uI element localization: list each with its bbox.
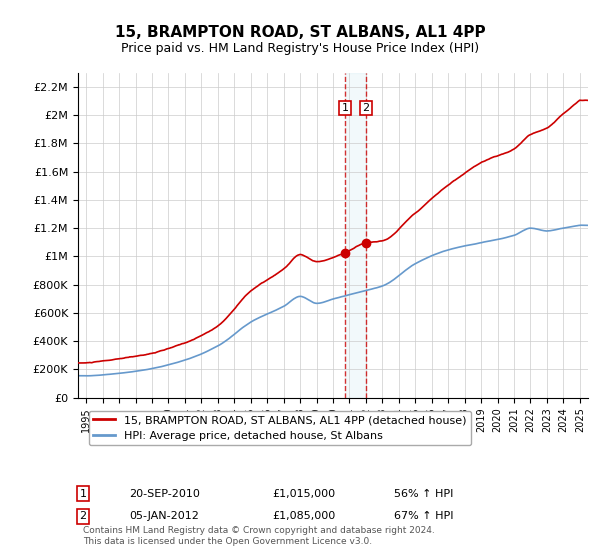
Text: Contains HM Land Registry data © Crown copyright and database right 2024.
This d: Contains HM Land Registry data © Crown c… bbox=[83, 526, 435, 545]
Legend: 15, BRAMPTON ROAD, ST ALBANS, AL1 4PP (detached house), HPI: Average price, deta: 15, BRAMPTON ROAD, ST ALBANS, AL1 4PP (d… bbox=[89, 411, 471, 445]
Text: 05-JAN-2012: 05-JAN-2012 bbox=[129, 511, 199, 521]
Text: 56% ↑ HPI: 56% ↑ HPI bbox=[394, 488, 454, 498]
Text: 2: 2 bbox=[80, 511, 86, 521]
Text: 15, BRAMPTON ROAD, ST ALBANS, AL1 4PP: 15, BRAMPTON ROAD, ST ALBANS, AL1 4PP bbox=[115, 25, 485, 40]
Text: 1: 1 bbox=[341, 103, 349, 113]
Text: 2: 2 bbox=[362, 103, 370, 113]
Text: £1,015,000: £1,015,000 bbox=[272, 488, 335, 498]
Text: 1: 1 bbox=[80, 488, 86, 498]
Text: 67% ↑ HPI: 67% ↑ HPI bbox=[394, 511, 454, 521]
Text: Price paid vs. HM Land Registry's House Price Index (HPI): Price paid vs. HM Land Registry's House … bbox=[121, 42, 479, 55]
Text: 20-SEP-2010: 20-SEP-2010 bbox=[129, 488, 200, 498]
Bar bbox=[345, 73, 366, 398]
Text: £1,085,000: £1,085,000 bbox=[272, 511, 335, 521]
